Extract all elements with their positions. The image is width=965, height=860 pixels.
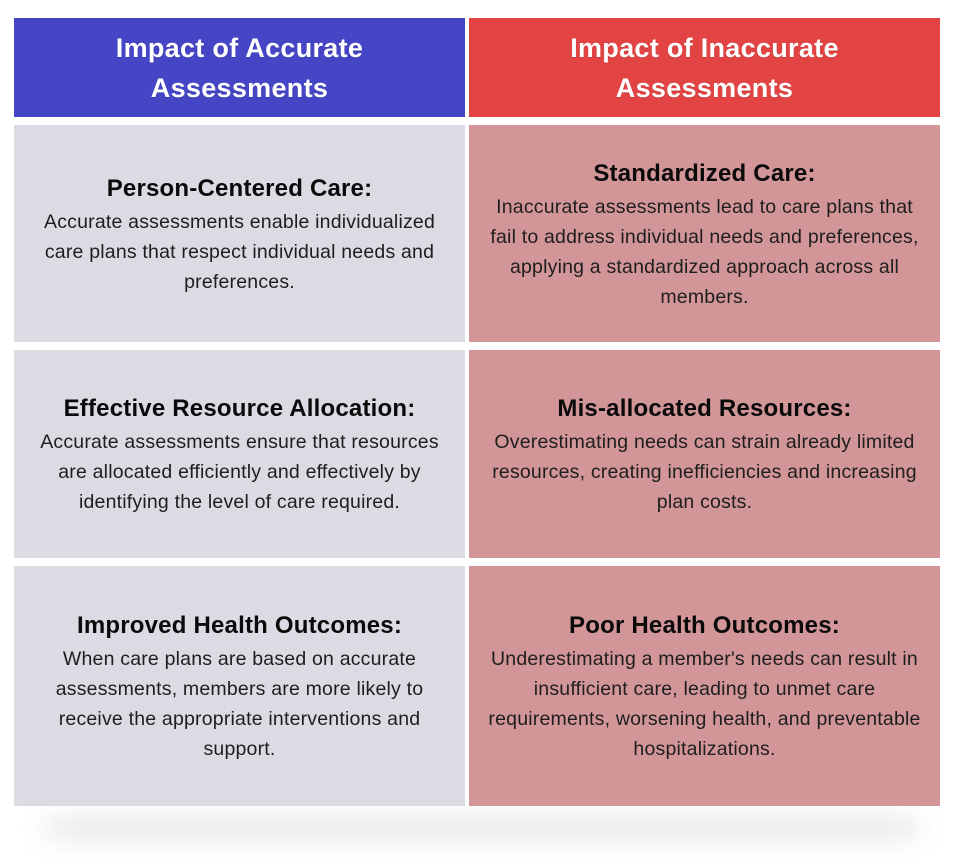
column-header-inaccurate-assessments: Impact of Inaccurate Assessments (469, 18, 940, 117)
column-header-accurate-assessments: Impact of Accurate Assessments (14, 18, 465, 117)
cell-improved-health-outcomes: Improved Health Outcomes: When care plan… (14, 566, 465, 806)
cell-body: Overestimating needs can strain already … (492, 431, 917, 513)
cell-heading: Poor Health Outcomes: (569, 612, 840, 639)
cell-person-centered-care: Person-Centered Care: Accurate assessmen… (14, 125, 465, 342)
cell-heading: Standardized Care: (593, 159, 816, 187)
cell-poor-health-outcomes: Poor Health Outcomes: Underestimating a … (469, 566, 940, 806)
cell-body: Inaccurate assessments lead to care plan… (490, 195, 919, 308)
cell-mis-allocated-resources: Mis-allocated Resources: Overestimating … (469, 350, 940, 558)
cell-body: Accurate assessments enable individualiz… (43, 210, 436, 293)
cell-body: When care plans are based on accurate as… (55, 648, 424, 760)
cell-heading: Improved Health Outcomes: (76, 612, 403, 639)
drop-shadow (45, 820, 920, 836)
cell-heading: Effective Resource Allocation: (63, 395, 416, 422)
cell-body: Underestimating a member's needs can res… (488, 648, 921, 760)
comparison-table: Impact of Accurate Assessments Impact of… (14, 18, 940, 806)
cell-heading: Person-Centered Care: (106, 174, 373, 202)
cell-body: Accurate assessments ensure that resourc… (40, 431, 439, 513)
cell-effective-resource-allocation: Effective Resource Allocation: Accurate … (14, 350, 465, 558)
cell-standardized-care: Standardized Care: Inaccurate assessment… (469, 125, 940, 342)
cell-heading: Mis-allocated Resources: (557, 395, 852, 422)
